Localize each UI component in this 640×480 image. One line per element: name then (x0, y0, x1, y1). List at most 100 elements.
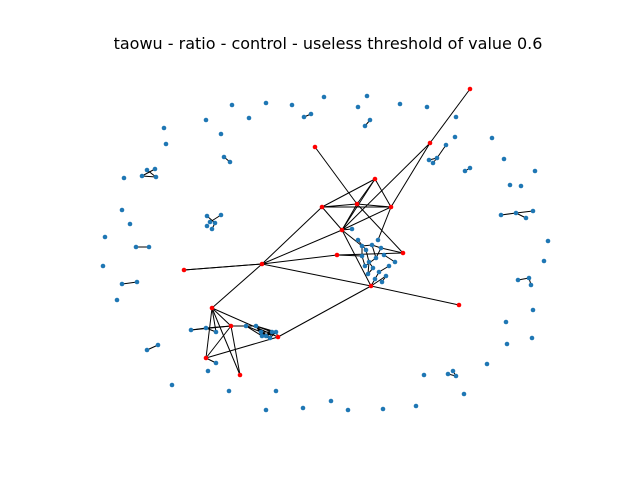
graph-edge (205, 336, 279, 359)
graph-edge (321, 178, 376, 208)
graph-node (386, 263, 392, 269)
graph-node (203, 117, 209, 123)
graph-edge (370, 285, 460, 306)
graph-node (169, 382, 175, 388)
graph-edge (370, 275, 387, 287)
graph-node (218, 131, 224, 137)
graph-node (308, 111, 314, 117)
graph-node (515, 277, 521, 283)
graph-node (152, 166, 158, 172)
graph-node (204, 223, 210, 229)
graph-node (467, 165, 473, 171)
graph-edge (500, 212, 517, 216)
graph-node (263, 407, 269, 413)
graph-node (503, 319, 509, 325)
graph-edge (141, 175, 157, 178)
graph-node (300, 405, 306, 411)
graph-node (450, 368, 456, 374)
graph-edge (321, 206, 343, 231)
highlighted-graph-node (312, 144, 318, 150)
graph-node (376, 269, 382, 275)
graph-node (370, 265, 376, 271)
graph-node (392, 259, 398, 265)
graph-node (452, 134, 458, 140)
graph-node (443, 142, 449, 148)
graph-node (523, 215, 529, 221)
highlighted-graph-node (467, 86, 473, 92)
graph-node (397, 101, 403, 107)
graph-node (421, 372, 427, 378)
graph-node (381, 252, 387, 258)
graph-node (213, 360, 219, 366)
graph-edge (205, 307, 213, 359)
graph-edge (230, 325, 241, 376)
graph-edge (121, 281, 138, 285)
graph-edge (374, 178, 392, 208)
graph-node (213, 329, 219, 335)
graph-node (263, 333, 269, 339)
graph-edge (314, 146, 358, 205)
highlighted-graph-node (275, 334, 281, 340)
graph-edge (141, 168, 156, 177)
graph-node (246, 115, 252, 121)
graph-node (155, 342, 161, 348)
highlighted-graph-node (372, 176, 378, 182)
graph-node (369, 242, 375, 248)
graph-node (430, 160, 436, 166)
graph-node (362, 123, 368, 129)
graph-node (212, 220, 218, 226)
graph-node (321, 94, 327, 100)
graph-edge (377, 206, 392, 241)
graph-node (243, 323, 249, 329)
graph-edge (211, 307, 241, 376)
graph-node (434, 155, 440, 161)
graph-node (367, 117, 373, 123)
graph-edge (380, 247, 404, 254)
graph-node (530, 307, 536, 313)
graph-node (209, 226, 215, 232)
graph-node (328, 398, 334, 404)
graph-node (359, 253, 365, 259)
graph-edge (436, 144, 447, 159)
graph-node (188, 327, 194, 333)
graph-node (413, 403, 419, 409)
highlighted-graph-node (228, 323, 234, 329)
graph-node (424, 104, 430, 110)
graph-node (507, 182, 513, 188)
graph-node (153, 174, 159, 180)
graph-node (545, 238, 551, 244)
graph-node (349, 226, 355, 232)
graph-edge (429, 88, 471, 144)
graph-node (378, 245, 384, 251)
graph-node (139, 173, 145, 179)
graph-node (532, 168, 538, 174)
graph-node (373, 255, 379, 261)
graph-node (380, 406, 386, 412)
graph-edge (211, 263, 263, 309)
graph-node (372, 276, 378, 282)
graph-node (102, 234, 108, 240)
highlighted-graph-node (237, 372, 243, 378)
graph-node (203, 325, 209, 331)
graph-node (267, 335, 273, 341)
highlighted-graph-node (319, 204, 325, 210)
graph-edge (183, 263, 263, 271)
graph-node (462, 168, 468, 174)
graph-node (362, 263, 368, 269)
graph-edge (341, 229, 363, 247)
graph-node (144, 347, 150, 353)
highlighted-graph-node (339, 227, 345, 233)
graph-node (289, 102, 295, 108)
graph-node (359, 243, 365, 249)
graph-node (530, 208, 536, 214)
graph-node (513, 210, 519, 216)
graph-node (161, 125, 167, 131)
graph-node (146, 244, 152, 250)
graph-node (163, 141, 169, 147)
graph-node (100, 263, 106, 269)
highlighted-graph-node (259, 261, 265, 267)
graph-node (205, 368, 211, 374)
graph-node (541, 258, 547, 264)
